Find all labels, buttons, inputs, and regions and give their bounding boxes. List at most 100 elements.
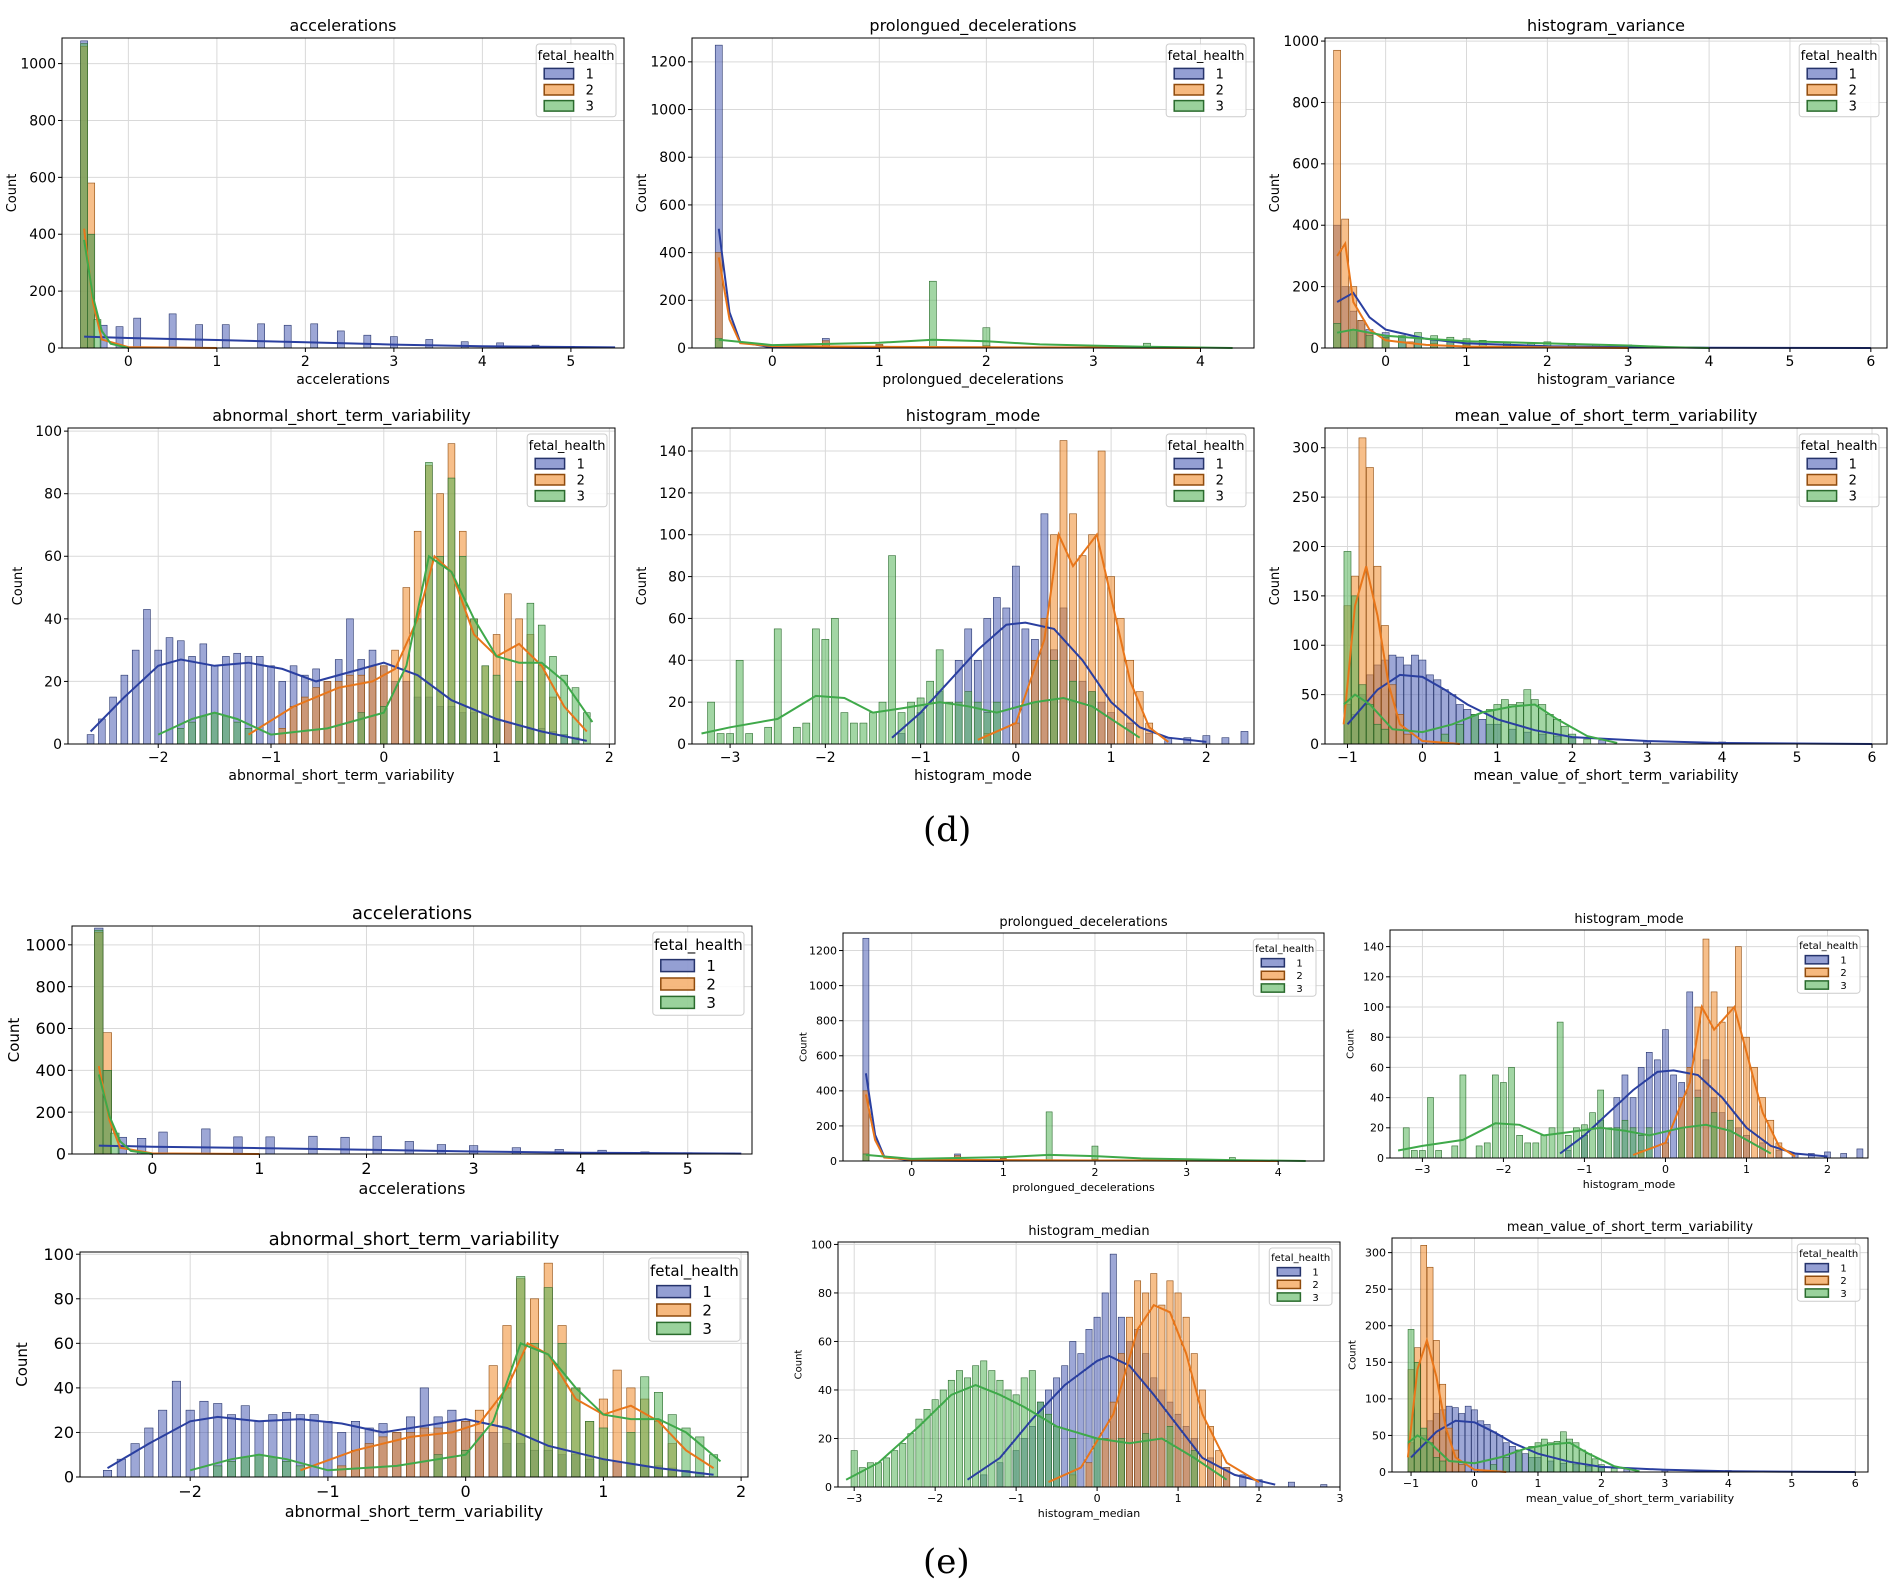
bar-series-3 bbox=[1045, 1111, 1053, 1162]
legend-label-3: 3 bbox=[1296, 984, 1302, 995]
y-tick-label: 0 bbox=[1379, 1466, 1386, 1479]
legend-label-1: 1 bbox=[1849, 457, 1857, 472]
x-tick-label: −3 bbox=[720, 750, 741, 766]
bar-series-2 bbox=[301, 696, 309, 745]
axes-frame bbox=[1324, 427, 1888, 745]
bar-series-3 bbox=[1069, 1438, 1077, 1488]
y-tick-label: 200 bbox=[35, 1103, 66, 1122]
bar-series-3 bbox=[859, 722, 868, 745]
bar-series-3 bbox=[869, 712, 877, 745]
y-axis-label: Count bbox=[13, 1342, 31, 1387]
legend-title: fetal_health bbox=[1799, 1249, 1858, 1260]
chart-title: prolongued_decelerations bbox=[869, 16, 1076, 36]
y-tick-label: 100 bbox=[43, 1245, 74, 1264]
bar-series-1 bbox=[1496, 1435, 1504, 1473]
x-tick-label: 1 bbox=[1107, 750, 1116, 766]
bar-series-3 bbox=[240, 1456, 250, 1478]
bar-series-3 bbox=[1439, 1460, 1447, 1473]
y-tick-label: 200 bbox=[1365, 1320, 1386, 1333]
x-tick-label: −1 bbox=[1576, 1163, 1592, 1176]
bar-series-3 bbox=[282, 1461, 292, 1478]
legend-label-2: 2 bbox=[1296, 971, 1302, 982]
legend-swatch-2 bbox=[660, 977, 696, 991]
legend-swatch-1 bbox=[1804, 954, 1830, 965]
legend-label-3: 3 bbox=[1216, 490, 1224, 505]
y-axis-label: Count bbox=[1268, 174, 1283, 213]
bar-series-3 bbox=[413, 618, 422, 745]
panel-label-e: (e) bbox=[923, 1542, 970, 1582]
y-axis-label: Count bbox=[5, 1018, 23, 1063]
y-tick-label: 140 bbox=[1363, 940, 1384, 953]
legend-box bbox=[1165, 43, 1247, 118]
axes-frame bbox=[1324, 37, 1888, 349]
bar-series-3 bbox=[1451, 1145, 1459, 1159]
bar-series-1 bbox=[1463, 709, 1472, 745]
legend-label-3: 3 bbox=[1216, 100, 1224, 115]
legend-swatch-2 bbox=[1173, 83, 1205, 96]
legend-swatch-1 bbox=[1806, 67, 1838, 80]
y-tick-label: 400 bbox=[29, 227, 56, 243]
bar-series-3 bbox=[1516, 702, 1524, 745]
y-tick-label: 250 bbox=[1365, 1283, 1386, 1296]
legend-label-2: 2 bbox=[1849, 474, 1857, 489]
bar-series-1 bbox=[1221, 737, 1230, 745]
legend-swatch-3 bbox=[1173, 489, 1205, 502]
legend-label-2: 2 bbox=[1312, 1280, 1318, 1291]
bar-series-3 bbox=[1645, 1127, 1653, 1159]
x-tick-label: −2 bbox=[927, 1492, 943, 1505]
bar-series-1 bbox=[404, 1141, 414, 1155]
y-tick-label: 0 bbox=[677, 737, 686, 753]
bar-series-3 bbox=[840, 712, 849, 745]
x-tick-label: 0 bbox=[1094, 1492, 1101, 1505]
y-tick-label: 0 bbox=[1310, 341, 1319, 357]
bar-series-3 bbox=[1351, 595, 1359, 745]
bar-series-3 bbox=[1365, 335, 1374, 349]
legend-label-3: 3 bbox=[1840, 981, 1846, 992]
chart-e2: 0 1 2 3 4020040060080010001200prolongued_dec… bbox=[799, 915, 1325, 1194]
y-tick-label: 200 bbox=[1292, 280, 1319, 296]
x-tick-label: 4 bbox=[1196, 354, 1205, 370]
kde-line-series-2 bbox=[977, 531, 1169, 743]
bar-series-3 bbox=[926, 680, 934, 745]
legend-swatch-2 bbox=[1806, 83, 1838, 96]
y-tick-label: 60 bbox=[818, 1335, 832, 1348]
y-tick-label: 60 bbox=[44, 549, 62, 565]
bar-series-3 bbox=[1610, 1468, 1618, 1473]
bar-series-1 bbox=[158, 1131, 168, 1155]
x-tick-label: 3 bbox=[1643, 750, 1652, 766]
legend-box bbox=[1798, 43, 1880, 118]
bar-series-2 bbox=[1174, 1292, 1182, 1488]
y-tick-label: 0 bbox=[830, 1155, 837, 1168]
legend-swatch-3 bbox=[1804, 980, 1830, 990]
legend-label-2: 2 bbox=[1216, 474, 1224, 489]
chart-e3: −3 −2 −1 0 1 2020406080100120140histogram_mod… bbox=[1346, 912, 1869, 1191]
bar-series-3 bbox=[956, 1370, 963, 1488]
bar-series-2 bbox=[368, 665, 377, 745]
bar-series-3 bbox=[1589, 1112, 1596, 1159]
bar-series-2 bbox=[1735, 946, 1742, 1159]
kde-line-series-1 bbox=[84, 335, 616, 349]
x-tick-label: 1 bbox=[1743, 1163, 1750, 1176]
y-tick-label: 1000 bbox=[809, 979, 837, 992]
x-tick-label: 5 bbox=[1788, 1477, 1795, 1490]
y-tick-label: 100 bbox=[1365, 1393, 1386, 1406]
chart-title: mean_value_of_short_term_variability bbox=[1455, 406, 1758, 426]
x-axis-label: accelerations bbox=[296, 372, 390, 388]
bar-series-3 bbox=[988, 1370, 996, 1488]
chart-d1: 0 1 2 3 4 502004006008001000accelerationsacce… bbox=[5, 16, 625, 388]
bar-series-3 bbox=[1373, 723, 1382, 745]
legend-swatch-1 bbox=[543, 67, 575, 80]
bar-series-3 bbox=[802, 722, 811, 745]
bar-series-2 bbox=[1097, 450, 1106, 745]
y-axis-label: Count bbox=[1268, 567, 1283, 606]
kde-line-series-1 bbox=[891, 621, 1207, 743]
bar-series-3 bbox=[726, 733, 734, 745]
y-tick-label: 20 bbox=[1370, 1122, 1384, 1135]
x-tick-label: 0 bbox=[1418, 750, 1427, 766]
bar-series-3 bbox=[1088, 691, 1096, 745]
bar-series-2 bbox=[1101, 1438, 1109, 1488]
